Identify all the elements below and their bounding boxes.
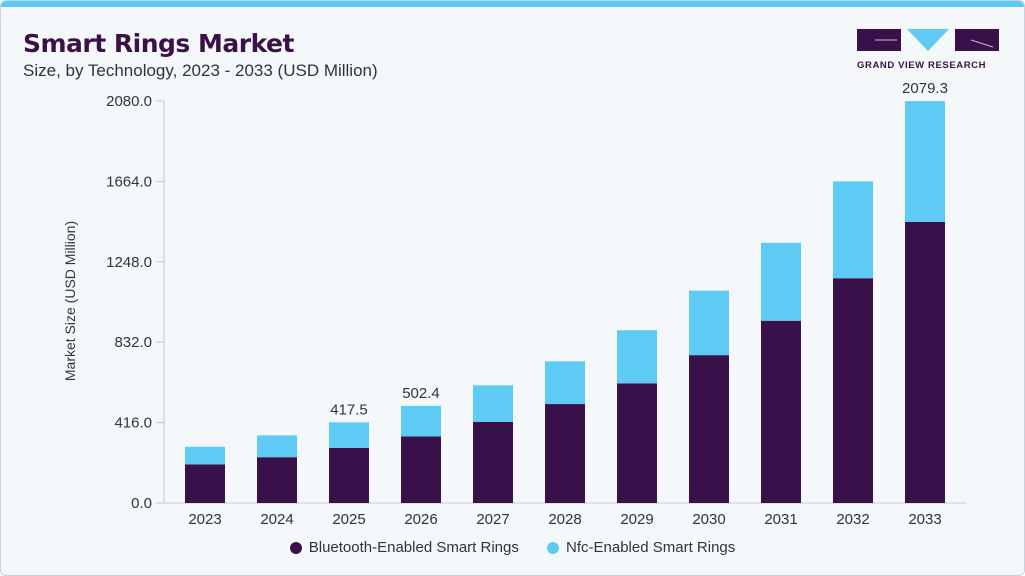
y-tick-label: 1664.0 bbox=[106, 173, 152, 190]
accent-bar bbox=[1, 1, 1024, 7]
y-tick-label: 416.0 bbox=[114, 415, 152, 432]
x-tick-label: 2031 bbox=[764, 511, 797, 528]
legend-label: Bluetooth-Enabled Smart Rings bbox=[308, 539, 519, 556]
bar-segment-bluetooth-2030 bbox=[689, 355, 729, 503]
bar-segment-nfc-2032 bbox=[833, 181, 873, 279]
logo-text: GRAND VIEW RESEARCH bbox=[857, 60, 987, 71]
legend-label: Nfc-Enabled Smart Rings bbox=[566, 539, 736, 556]
legend-item-bluetooth: Bluetooth-Enabled Smart Rings bbox=[289, 539, 519, 556]
bar-segment-nfc-2025 bbox=[329, 422, 369, 448]
bar-segment-nfc-2030 bbox=[689, 290, 729, 356]
legend-swatch bbox=[289, 541, 302, 554]
bar-segment-nfc-2033 bbox=[905, 101, 945, 222]
data-label: 2079.3 bbox=[902, 80, 948, 97]
bar-segment-bluetooth-2028 bbox=[545, 404, 585, 503]
x-tick-label: 2032 bbox=[836, 511, 869, 528]
bar-segment-bluetooth-2025 bbox=[329, 447, 369, 503]
x-tick-label: 2027 bbox=[476, 511, 509, 528]
x-tick-label: 2033 bbox=[908, 511, 941, 528]
y-tick-label: 832.0 bbox=[114, 334, 152, 351]
data-label: 417.5 bbox=[330, 401, 368, 418]
bar-segment-bluetooth-2032 bbox=[833, 278, 873, 503]
bar-segment-nfc-2027 bbox=[473, 385, 513, 422]
x-tick-label: 2023 bbox=[188, 511, 221, 528]
legend: Bluetooth-Enabled Smart Rings Nfc-Enable… bbox=[1, 539, 1024, 558]
bar-segment-nfc-2023 bbox=[185, 446, 225, 465]
bar-segment-bluetooth-2031 bbox=[761, 320, 801, 503]
bar-segment-bluetooth-2027 bbox=[473, 421, 513, 503]
x-tick-label: 2029 bbox=[620, 511, 653, 528]
legend-swatch bbox=[547, 541, 560, 554]
bar-segment-bluetooth-2029 bbox=[617, 383, 657, 503]
chart-subtitle: Size, by Technology, 2023 - 2033 (USD Mi… bbox=[23, 61, 378, 80]
y-tick-label: 2080.0 bbox=[106, 93, 152, 110]
grand-view-research-logo bbox=[857, 29, 999, 51]
data-label: 502.4 bbox=[402, 385, 440, 402]
x-tick-label: 2024 bbox=[260, 511, 293, 528]
x-tick-label: 2025 bbox=[332, 511, 365, 528]
bar-segment-nfc-2029 bbox=[617, 330, 657, 384]
x-tick-label: 2030 bbox=[692, 511, 725, 528]
legend-item-nfc: Nfc-Enabled Smart Rings bbox=[547, 539, 735, 556]
y-tick-label: 0.0 bbox=[131, 495, 152, 512]
x-tick-label: 2026 bbox=[404, 511, 437, 528]
bar-segment-bluetooth-2026 bbox=[401, 436, 441, 503]
x-tick-label: 2028 bbox=[548, 511, 581, 528]
bar-segment-bluetooth-2024 bbox=[257, 457, 297, 503]
bar-segment-nfc-2028 bbox=[545, 361, 585, 405]
bar-segment-nfc-2031 bbox=[761, 242, 801, 321]
bar-segment-nfc-2024 bbox=[257, 435, 297, 458]
chart-title: Smart Rings Market bbox=[23, 29, 294, 58]
y-tick-label: 1248.0 bbox=[106, 254, 152, 271]
bar-segment-bluetooth-2033 bbox=[905, 221, 945, 503]
bar-segment-nfc-2026 bbox=[401, 405, 441, 437]
bar-segment-bluetooth-2023 bbox=[185, 464, 225, 503]
y-axis-label: Market Size (USD Million) bbox=[62, 221, 78, 381]
